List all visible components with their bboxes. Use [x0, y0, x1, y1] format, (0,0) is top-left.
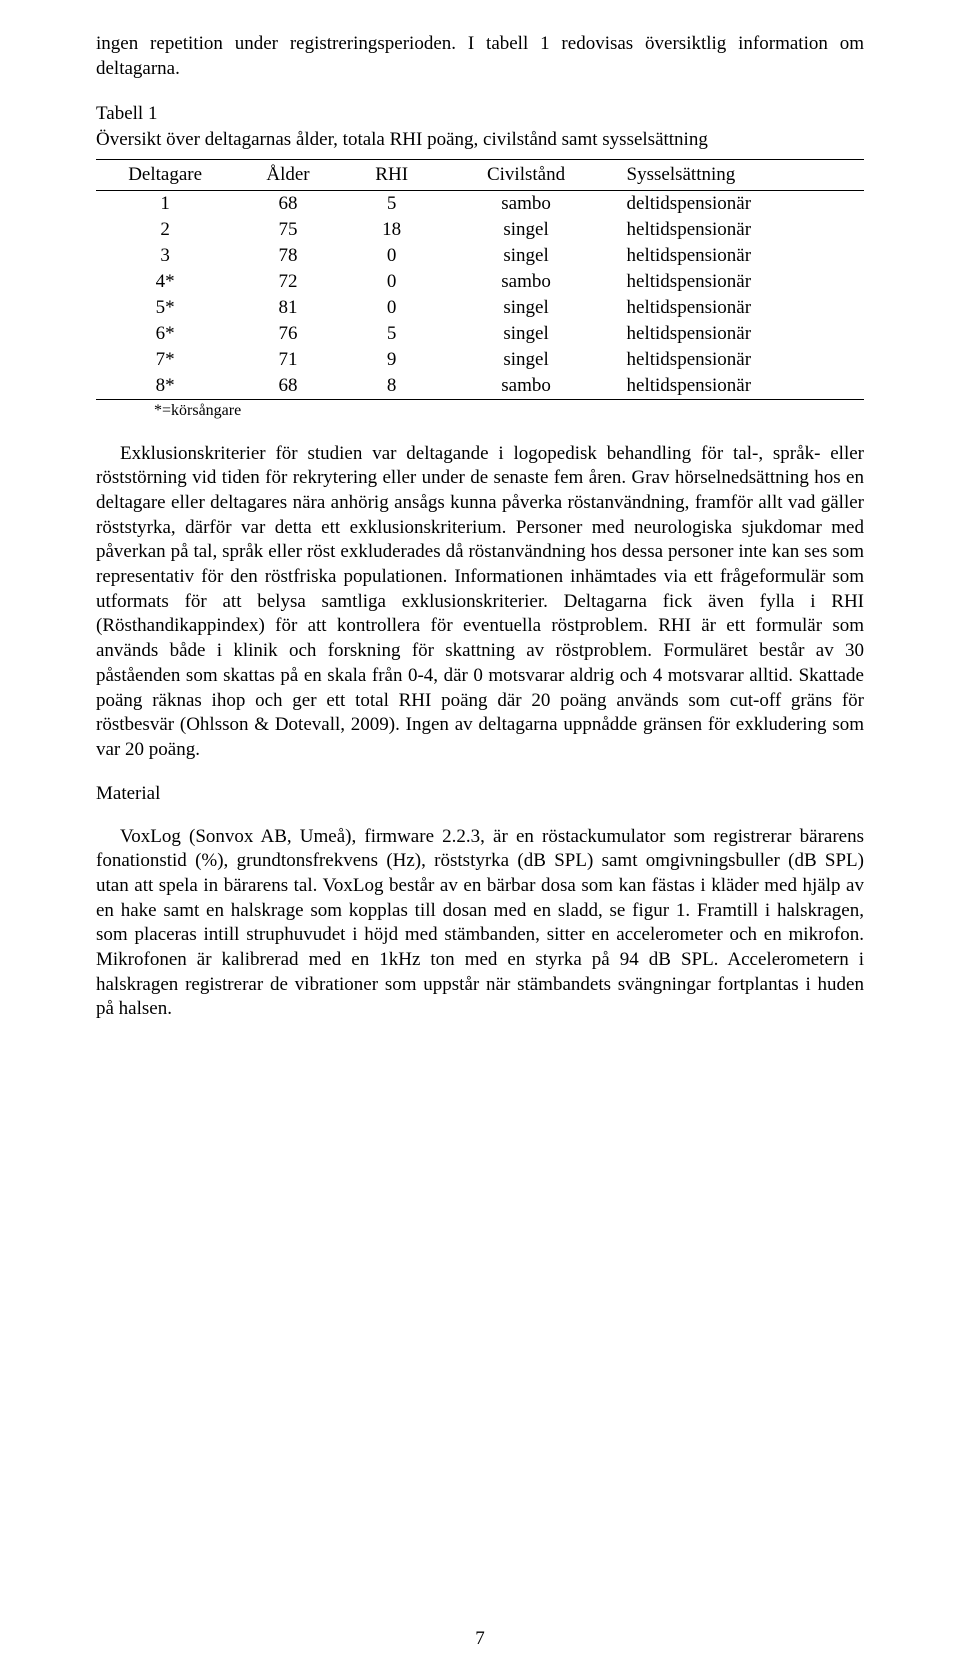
table-cell: singel: [442, 217, 611, 243]
table-cell: heltidspensionär: [611, 373, 864, 400]
table-header: Deltagare: [96, 159, 234, 190]
table-cell: 18: [342, 217, 442, 243]
table-caption: Tabell 1 Översikt över deltagarnas ålder…: [96, 101, 864, 152]
table-row: 8* 68 8 sambo heltidspensionär: [96, 373, 864, 400]
table-row: 1 68 5 sambo deltidspensionär: [96, 190, 864, 217]
table-cell: 5: [342, 321, 442, 347]
page: ingen repetition under registreringsperi…: [0, 0, 960, 1678]
table-cell: 68: [234, 373, 342, 400]
section-heading-material: Material: [96, 783, 864, 805]
table-cell: 8*: [96, 373, 234, 400]
page-number: 7: [0, 1628, 960, 1650]
table-cell: 81: [234, 295, 342, 321]
table-cell: 75: [234, 217, 342, 243]
table-cell: 8: [342, 373, 442, 400]
table-cell: 9: [342, 347, 442, 373]
table-row: 4* 72 0 sambo heltidspensionär: [96, 269, 864, 295]
table-header: Sysselsättning: [611, 159, 864, 190]
body-paragraph: Exklusionskriterier för studien var delt…: [96, 442, 864, 763]
table-cell: 4*: [96, 269, 234, 295]
table-cell: singel: [442, 295, 611, 321]
table-header: Civilstånd: [442, 159, 611, 190]
table-row: 3 78 0 singel heltidspensionär: [96, 243, 864, 269]
table-cell: 71: [234, 347, 342, 373]
material-paragraph: VoxLog (Sonvox AB, Umeå), firmware 2.2.3…: [96, 825, 864, 1023]
table-cell: 7*: [96, 347, 234, 373]
table-footnote: *=körsångare: [96, 402, 864, 420]
table-cell: heltidspensionär: [611, 347, 864, 373]
table-cell: sambo: [442, 269, 611, 295]
table-cell: singel: [442, 243, 611, 269]
table-cell: sambo: [442, 190, 611, 217]
table-cell: 1: [96, 190, 234, 217]
table-cell: deltidspensionär: [611, 190, 864, 217]
table-cell: 3: [96, 243, 234, 269]
table-cell: 5: [342, 190, 442, 217]
table-row: 7* 71 9 singel heltidspensionär: [96, 347, 864, 373]
table-body: 1 68 5 sambo deltidspensionär 2 75 18 si…: [96, 190, 864, 399]
table-cell: singel: [442, 321, 611, 347]
table-cell: 0: [342, 269, 442, 295]
table-caption-line2: Översikt över deltagarnas ålder, totala …: [96, 129, 708, 150]
table-cell: 2: [96, 217, 234, 243]
table-cell: 72: [234, 269, 342, 295]
table-row: 5* 81 0 singel heltidspensionär: [96, 295, 864, 321]
table-cell: 78: [234, 243, 342, 269]
table-header: Ålder: [234, 159, 342, 190]
table-cell: 68: [234, 190, 342, 217]
table-cell: 5*: [96, 295, 234, 321]
table-header: RHI: [342, 159, 442, 190]
intro-paragraph: ingen repetition under registreringsperi…: [96, 32, 864, 81]
table-header-row: Deltagare Ålder RHI Civilstånd Sysselsät…: [96, 159, 864, 190]
table-caption-line1: Tabell 1: [96, 103, 157, 124]
table-cell: 6*: [96, 321, 234, 347]
participants-table: Deltagare Ålder RHI Civilstånd Sysselsät…: [96, 159, 864, 400]
table-cell: heltidspensionär: [611, 269, 864, 295]
table-cell: 0: [342, 295, 442, 321]
table-cell: sambo: [442, 373, 611, 400]
table-cell: 0: [342, 243, 442, 269]
table-cell: heltidspensionär: [611, 217, 864, 243]
table-row: 2 75 18 singel heltidspensionär: [96, 217, 864, 243]
table-cell: 76: [234, 321, 342, 347]
table-cell: heltidspensionär: [611, 321, 864, 347]
table-cell: heltidspensionär: [611, 295, 864, 321]
table-cell: singel: [442, 347, 611, 373]
table-cell: heltidspensionär: [611, 243, 864, 269]
table-row: 6* 76 5 singel heltidspensionär: [96, 321, 864, 347]
